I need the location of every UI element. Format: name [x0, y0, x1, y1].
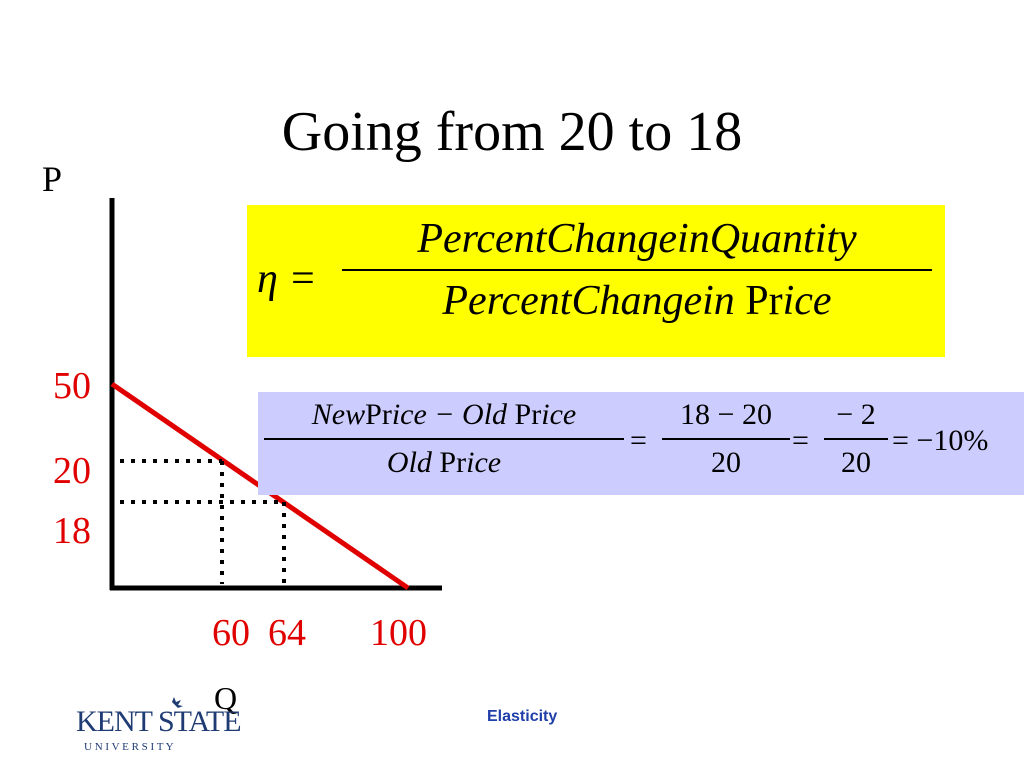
formula-den-italic: PercentChangein	[442, 278, 735, 324]
formula-den-roman: Pr	[745, 278, 783, 324]
calc-frac3-numerator: − 2	[836, 398, 876, 431]
calc-frac2-bar	[662, 438, 790, 440]
x-tick-label-60: 60	[212, 612, 250, 654]
calculation-box: NewPrice − Old Price Old Price = 18 − 20…	[258, 392, 1024, 495]
calc-frac1-numerator: NewPrice − Old Price	[264, 398, 624, 432]
calc-old: Old	[462, 398, 508, 431]
calc-frac2-numerator: 18 − 20	[680, 398, 772, 431]
formula-numerator: PercentChangeinQuantity	[417, 216, 857, 262]
y-tick-label-18: 18	[53, 510, 91, 552]
calc-den-pr: Pr	[431, 446, 467, 479]
formula-fraction-bar	[342, 269, 932, 271]
calc-new: New	[311, 398, 366, 431]
calc-ice-2: ice	[541, 398, 577, 431]
calc-frac3-denominator: 20	[841, 446, 871, 479]
x-axis-label: Q	[214, 680, 238, 716]
calc-pr-1: Pr	[365, 398, 392, 431]
formula-den-tail: ice	[782, 278, 832, 324]
calc-equals-2: =	[792, 424, 809, 457]
svg-text:KENT STATE: KENT STATE	[76, 705, 241, 738]
slide-title: Going from 20 to 18	[281, 101, 743, 163]
calc-equals-1: =	[630, 424, 647, 457]
calc-frac1-bar	[264, 438, 624, 440]
calc-den-old: Old	[386, 446, 432, 479]
calc-frac2-denominator: 20	[711, 446, 741, 479]
calc-den-ice: ice	[466, 446, 502, 479]
calc-fraction-2: 18 − 20 20	[662, 398, 790, 480]
calc-ice-minus: ice −	[391, 398, 463, 431]
calc-result: = −10%	[892, 424, 989, 457]
calc-frac1-denominator: Old Price	[264, 446, 624, 480]
calc-fraction-1: NewPrice − Old Price Old Price	[264, 398, 624, 480]
formula-lhs: η =	[257, 256, 317, 302]
svg-text:U N I V E R S I T Y: U N I V E R S I T Y	[84, 741, 174, 753]
calc-fraction-3: − 2 20	[824, 398, 888, 480]
footer-label: Elasticity	[487, 708, 558, 725]
y-tick-label-50: 50	[53, 365, 91, 407]
calc-pr-2: Pr	[507, 398, 542, 431]
y-axis-label: P	[42, 159, 63, 199]
kent-state-logo: KENT STATE U N I V E R S I T Y	[76, 697, 242, 753]
x-tick-label-64: 64	[268, 612, 306, 654]
formula-denominator: PercentChangein Price	[342, 277, 932, 325]
formula-fraction: PercentChangeinQuantity PercentChangein …	[342, 215, 932, 325]
elasticity-formula-box: η = PercentChangeinQuantity PercentChang…	[247, 205, 945, 357]
calc-frac3-bar	[824, 438, 888, 440]
x-tick-label-100: 100	[370, 612, 427, 654]
y-tick-label-20: 20	[53, 450, 91, 492]
